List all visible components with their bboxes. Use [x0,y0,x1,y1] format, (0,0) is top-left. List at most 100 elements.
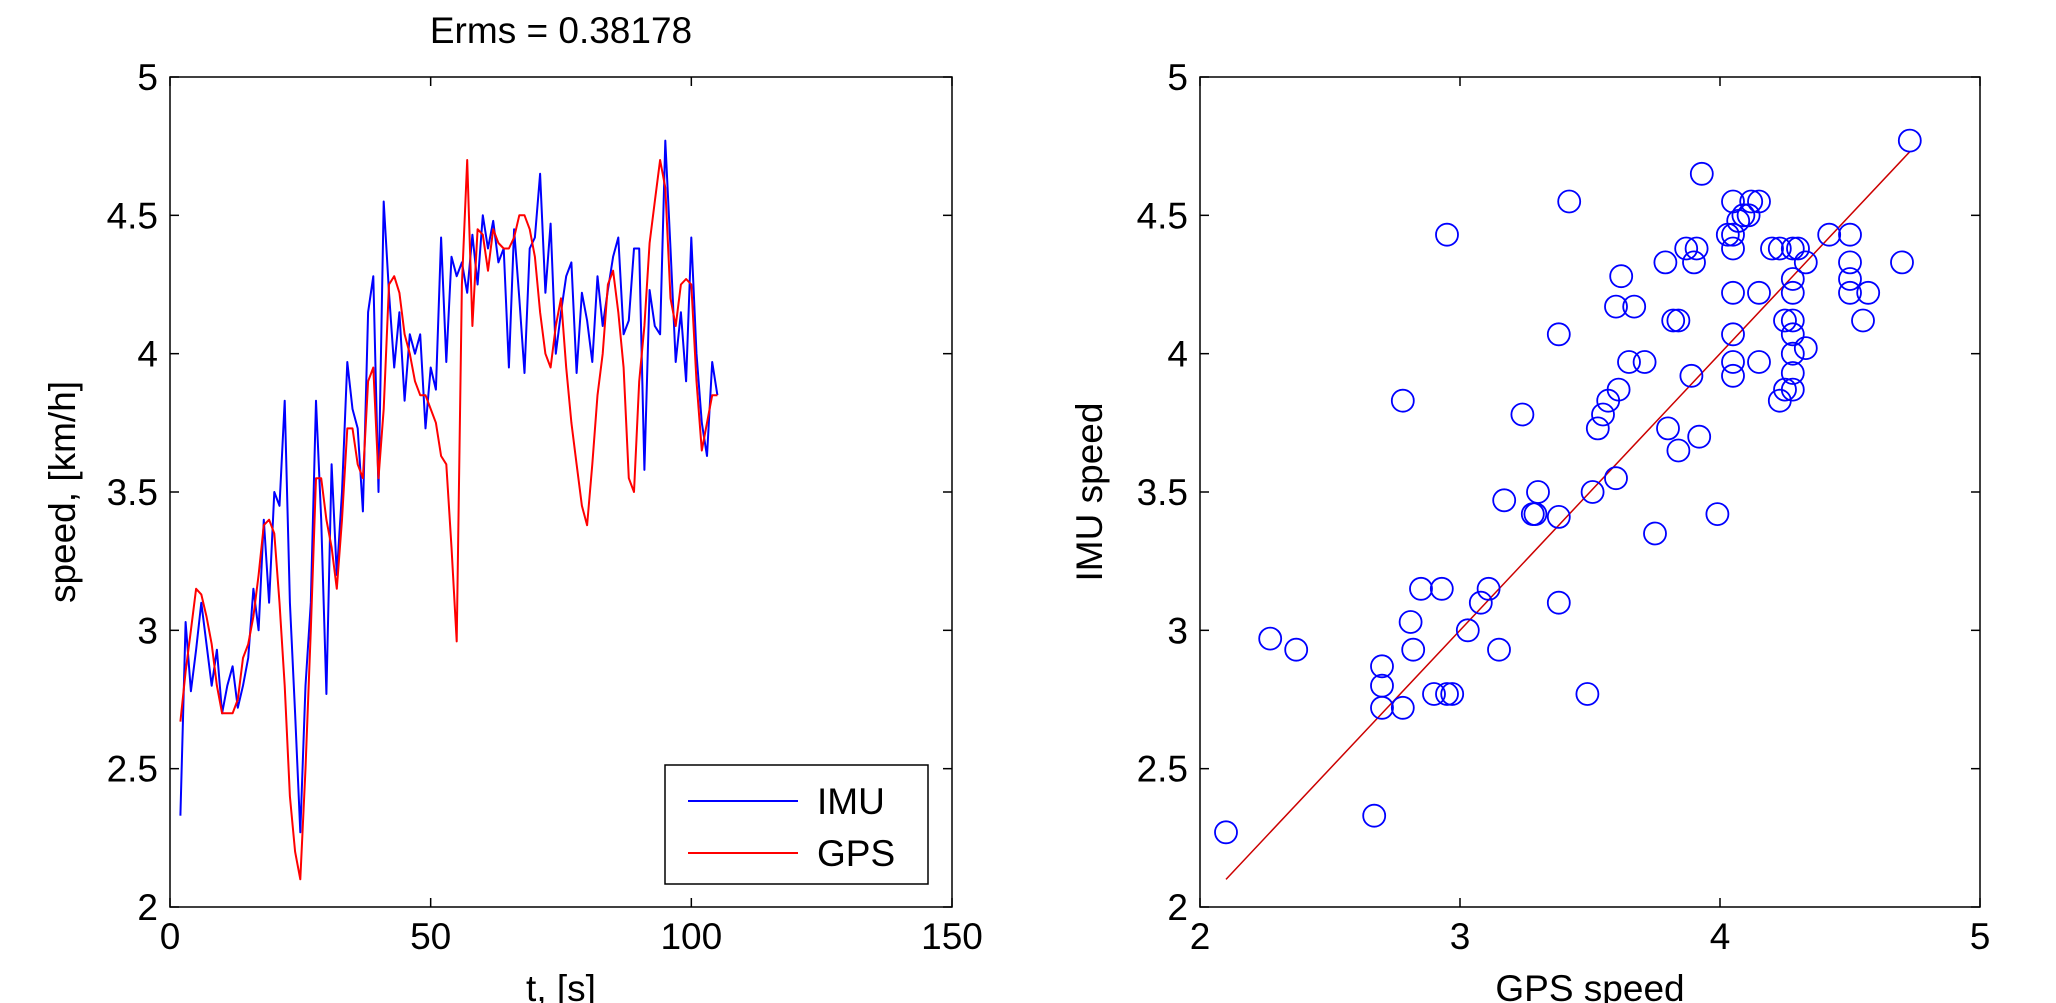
scatter-point [1390,388,1415,413]
scatter-x-axis-label: GPS speed [1495,968,1684,1003]
scatter-point [1609,264,1634,289]
scatter-point [1604,466,1628,491]
time-series-lines [179,139,719,881]
x-tick-label: 2 [1190,916,1211,957]
scatter-point [1721,322,1745,347]
scatter-point [1390,695,1415,720]
scatter-point [1258,626,1283,651]
scatter-point [1604,294,1628,319]
y-tick-label: 3.5 [1137,472,1188,513]
scatter-point [1557,189,1582,214]
scatter-point [1773,377,1797,402]
scatter-point [1739,189,1764,214]
scatter-point [1679,363,1704,388]
legend: IMU GPS [664,764,929,885]
scatter-point [1838,280,1862,305]
scatter-point [1523,502,1548,526]
y-tick-label: 2.5 [1137,749,1188,790]
scatter-point [1440,682,1465,706]
y-tick-label: 5 [137,57,158,98]
scatter-point [1468,590,1493,615]
scatter-point [1622,294,1647,319]
scatter-point [1856,280,1881,305]
scatter-point [1687,424,1712,449]
y-tick-label: 2.5 [107,749,158,790]
legend-label-gps: GPS [817,833,895,874]
scatter-point [1897,128,1922,153]
y-tick-label: 5 [1167,57,1188,98]
time-series-y-ticks: 2 2.5 3 3.5 4 4.5 5 [107,57,952,928]
scatter-point [1721,222,1745,247]
scatter-point [1455,618,1480,643]
scatter-point [1674,236,1699,261]
scatter-point [1780,361,1805,385]
scatter-point [1760,236,1784,261]
scatter-panel: GPS speed IMU speed 2 3 4 5 2 2.5 3 3.5 4 4.5 5 [1069,57,1990,1003]
scatter-point [1401,637,1426,662]
scatter-y-axis-label: IMU speed [1069,403,1110,582]
scatter-point [1780,377,1805,402]
scatter-point [1656,416,1680,441]
scatter-point [1476,576,1501,601]
scatter-point [1585,416,1610,441]
scatter-y-ticks: 2 2.5 3 3.5 4 4.5 5 [1137,57,1980,928]
scatter-fit-line-group [1225,151,1911,880]
scatter-point [1546,590,1571,615]
scatter-point [1661,308,1686,333]
scatter-point [1643,521,1667,546]
scatter-point [1817,222,1842,247]
scatter-point [1284,637,1309,662]
scatter-point [1747,280,1771,305]
scatter-point [1653,250,1678,275]
scatter-point [1780,280,1805,305]
scatter-point [1773,308,1797,333]
scatter-point [1370,695,1394,720]
scatter-point [1362,803,1387,828]
scatter-points [1214,128,1922,845]
scatter-point [1780,267,1805,291]
scatter-point [1580,480,1605,504]
scatter-point [1721,280,1745,305]
scatter-point [1793,250,1818,275]
x-tick-label: 5 [1970,916,1991,957]
time-series-y-axis-label: speed, [km/h] [42,381,83,603]
scatter-point [1780,236,1805,261]
legend-box [664,764,929,885]
y-tick-label: 3 [1167,610,1188,651]
scatter-point [1780,308,1805,333]
scatter-point [1838,222,1862,247]
scatter-point [1546,505,1571,529]
scatter-point [1546,322,1571,347]
scatter-point [1721,350,1745,374]
time-series-x-ticks: 0 50 100 150 [160,77,983,957]
scatter-point [1435,222,1459,247]
y-tick-label: 4 [137,334,158,375]
scatter-point [1666,308,1691,333]
scatter-point [1606,377,1631,402]
scatter-point [1684,236,1709,261]
scatter-point [1793,336,1818,361]
scatter-point [1851,308,1875,333]
scatter-point [1214,820,1238,845]
x-tick-label: 100 [660,916,722,957]
scatter-point [1689,161,1714,186]
time-series-panel: Erms = 0.38178 t, [s] speed, [km/h] 0 50 1… [42,10,983,1003]
scatter-point [1721,236,1745,261]
y-tick-label: 4.5 [1137,195,1188,236]
scatter-point [1780,322,1805,347]
time-series-x-axis-label: t, [s] [526,968,596,1003]
scatter-point [1838,267,1862,291]
series-line-imu [179,139,719,834]
y-tick-label: 3 [137,610,158,651]
scatter-point [1731,203,1756,228]
scatter-point [1435,682,1459,706]
series-line-gps [179,159,718,881]
scatter-point [1666,438,1691,463]
scatter-point [1632,350,1657,374]
x-tick-label: 4 [1710,916,1731,957]
x-tick-label: 3 [1450,916,1471,957]
scatter-point [1575,682,1600,706]
scatter-point [1422,682,1446,706]
